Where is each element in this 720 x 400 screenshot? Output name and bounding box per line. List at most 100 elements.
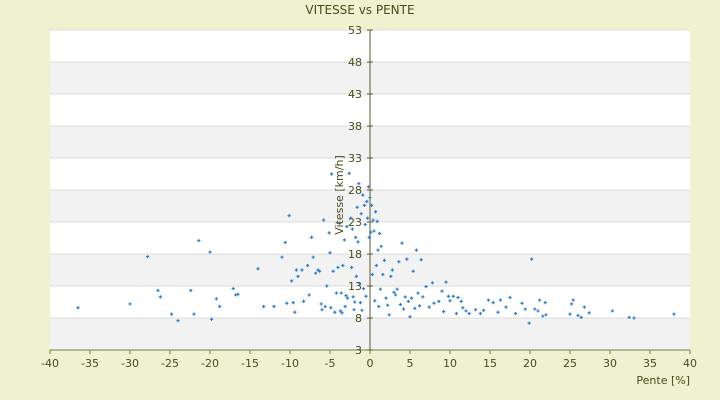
data-point (280, 255, 284, 259)
data-point (189, 288, 193, 293)
x-tick-label: 15 (483, 357, 497, 370)
x-tick-label: -5 (325, 357, 336, 370)
data-point (384, 296, 388, 300)
data-point (390, 268, 394, 272)
data-point (369, 230, 373, 234)
data-point (218, 304, 222, 309)
data-point (576, 313, 580, 318)
data-point (325, 284, 329, 288)
data-point (146, 254, 150, 259)
data-point (459, 299, 463, 303)
data-point (311, 255, 315, 259)
data-point (208, 250, 212, 254)
y-tick-label: 53 (348, 24, 362, 37)
data-point (520, 301, 524, 305)
data-point (527, 321, 531, 325)
data-point (378, 231, 382, 236)
x-tick-label: -15 (241, 357, 259, 370)
data-point (285, 301, 289, 305)
data-point (363, 222, 367, 227)
data-point (314, 271, 318, 275)
data-point (413, 306, 417, 310)
data-point (336, 265, 340, 270)
data-point (418, 304, 422, 308)
data-point (461, 306, 465, 310)
data-point (366, 216, 370, 220)
data-point (345, 224, 349, 229)
data-point (498, 298, 502, 302)
data-point (360, 308, 364, 312)
data-point (362, 203, 366, 207)
data-point (544, 313, 548, 317)
data-point (339, 291, 343, 295)
data-point (541, 314, 545, 318)
data-point (464, 309, 468, 313)
data-point (377, 304, 381, 309)
data-point (395, 287, 399, 291)
data-point (397, 260, 401, 264)
data-point (408, 315, 412, 319)
y-tick-label: 48 (348, 56, 362, 69)
data-point (351, 295, 355, 299)
data-point (403, 295, 407, 299)
data-point (364, 294, 368, 298)
y-tick-label: 33 (348, 152, 362, 165)
data-point (410, 296, 414, 300)
data-point (372, 229, 376, 233)
data-point (451, 294, 455, 298)
data-point (587, 311, 591, 315)
data-point (318, 269, 322, 273)
data-point (355, 205, 359, 209)
x-tick-label: -20 (201, 357, 219, 370)
y-tick-label: 18 (348, 248, 362, 261)
data-point (610, 309, 614, 313)
data-point (158, 295, 162, 299)
data-point (352, 308, 356, 312)
data-point (367, 235, 371, 239)
data-point (543, 301, 547, 305)
data-point (338, 221, 342, 225)
data-point (370, 203, 374, 207)
data-point (456, 295, 460, 300)
data-point (405, 257, 409, 261)
data-point (231, 286, 235, 291)
data-point (300, 268, 304, 272)
y-tick-label: 23 (348, 216, 362, 229)
data-point (427, 305, 431, 309)
x-tick-label: -35 (81, 357, 99, 370)
y-tick-label: 8 (355, 312, 362, 325)
data-point (467, 311, 471, 316)
data-point (294, 268, 298, 272)
data-point (358, 301, 362, 305)
data-point (327, 231, 331, 235)
data-point (291, 301, 295, 305)
data-point (359, 212, 363, 216)
data-point (323, 304, 327, 309)
data-point (320, 308, 324, 312)
data-point (340, 311, 344, 315)
data-point (387, 313, 391, 317)
data-point (349, 216, 353, 220)
data-point (358, 281, 362, 286)
data-point (319, 302, 323, 306)
data-point (496, 310, 500, 314)
data-point (386, 303, 390, 307)
data-point (448, 299, 452, 303)
data-point (310, 235, 314, 239)
data-point (389, 274, 393, 278)
axes (49, 29, 691, 354)
data-point (366, 185, 370, 189)
data-point (347, 171, 351, 175)
chart-title: VITESSE vs PENTE (305, 3, 414, 17)
data-point (256, 267, 260, 271)
data-point (400, 241, 404, 245)
data-point (362, 286, 366, 291)
data-point (290, 279, 294, 283)
data-point (307, 293, 311, 297)
data-point (406, 299, 410, 303)
data-point (341, 263, 345, 268)
x-tick-label: -10 (281, 357, 299, 370)
data-point (76, 306, 80, 310)
data-point (568, 312, 572, 316)
data-point (293, 310, 297, 314)
